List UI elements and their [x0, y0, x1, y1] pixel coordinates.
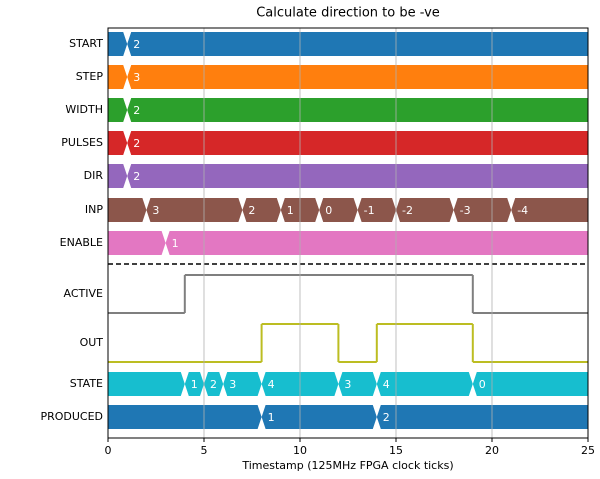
bus-segment	[376, 405, 588, 429]
bus-value: 2	[133, 104, 140, 117]
bus-segment	[472, 372, 588, 396]
bus-value: 3	[152, 204, 159, 217]
bus-value: 2	[383, 411, 390, 424]
bus-segment	[511, 198, 588, 222]
bus-value: 3	[229, 378, 236, 391]
bus-value: 2	[133, 38, 140, 51]
chart-title: Calculate direction to be -ve	[256, 6, 440, 21]
bus-value: -4	[517, 204, 528, 217]
bus-segment	[127, 98, 588, 122]
bus-value: 3	[344, 378, 351, 391]
bus-segment	[223, 372, 262, 396]
bus-value: 2	[248, 204, 255, 217]
signal-label: ENABLE	[60, 236, 103, 249]
signal-label: STEP	[76, 70, 104, 83]
bus-value: 1	[172, 237, 179, 250]
signal-label: START	[69, 37, 103, 50]
x-tick-label: 5	[201, 444, 208, 457]
bus-segment	[127, 32, 588, 56]
bus-segment	[376, 372, 473, 396]
x-tick-label: 15	[389, 444, 403, 457]
bus-value: 2	[133, 137, 140, 150]
bus-value: 3	[133, 71, 140, 84]
bus-segment	[108, 32, 128, 56]
bus-segment	[453, 198, 512, 222]
bus-value: 2	[210, 378, 217, 391]
signal-label: STATE	[70, 377, 103, 390]
bus-value: 1	[287, 204, 294, 217]
bus-segment	[184, 372, 204, 396]
bus-value: 1	[268, 411, 275, 424]
bus-segment	[108, 65, 128, 89]
bus-segment	[108, 372, 185, 396]
x-tick-label: 0	[105, 444, 112, 457]
bus-segment	[338, 372, 377, 396]
bus-value: -2	[402, 204, 413, 217]
bus-segment	[204, 372, 224, 396]
bus-value: -1	[364, 204, 375, 217]
x-tick-label: 25	[581, 444, 595, 457]
x-tick-label: 20	[485, 444, 499, 457]
bus-value: 4	[383, 378, 390, 391]
bus-segment	[242, 198, 281, 222]
bus-value: 1	[191, 378, 198, 391]
bus-segment	[319, 198, 358, 222]
signal-label: INP	[85, 203, 103, 216]
bus-segment	[127, 65, 588, 89]
bus-segment	[165, 231, 588, 255]
signal-label: PULSES	[61, 136, 103, 149]
bus-segment	[108, 405, 262, 429]
bus-segment	[108, 131, 128, 155]
bus-value: -3	[460, 204, 471, 217]
bus-value: 0	[479, 378, 486, 391]
signal-label: DIR	[84, 169, 104, 182]
x-axis-label: Timestamp (125MHz FPGA clock ticks)	[241, 459, 453, 472]
signal-label: PRODUCED	[40, 410, 103, 423]
bus-segment	[396, 198, 454, 222]
bus-value: 2	[133, 170, 140, 183]
x-tick-label: 10	[293, 444, 307, 457]
bus-segment	[108, 198, 147, 222]
bus-segment	[127, 164, 588, 188]
signal-label: WIDTH	[65, 103, 103, 116]
bus-value: 4	[268, 378, 275, 391]
bus-segment	[108, 164, 128, 188]
signal-label: OUT	[80, 336, 104, 349]
plot-frame	[107, 27, 589, 439]
bus-segment	[146, 198, 243, 222]
bus-segment	[108, 98, 128, 122]
bus-segment	[357, 198, 396, 222]
signal-label: ACTIVE	[64, 287, 104, 300]
bus-value: 0	[325, 204, 332, 217]
bus-segment	[261, 405, 377, 429]
bus-segment	[127, 131, 588, 155]
bus-segment	[108, 231, 166, 255]
